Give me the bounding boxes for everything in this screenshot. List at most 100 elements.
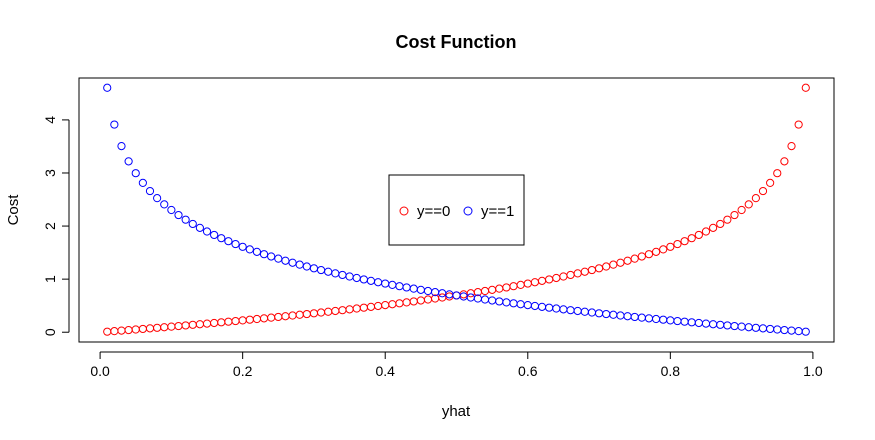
data-point [345, 272, 354, 281]
legend-marker-y1 [463, 206, 473, 216]
data-point [623, 312, 632, 321]
data-point [466, 293, 475, 302]
data-point [195, 223, 204, 232]
data-point [666, 242, 675, 251]
data-point [181, 321, 190, 330]
data-point [295, 310, 304, 319]
y-axis-label: Cost [5, 194, 22, 226]
x-tick-label: 0.2 [233, 363, 253, 379]
data-point [388, 300, 397, 309]
data-point [573, 269, 582, 278]
data-point [773, 169, 782, 178]
data-point [480, 286, 490, 296]
data-point [217, 318, 226, 327]
data-point [687, 318, 696, 327]
data-point [138, 178, 147, 187]
data-point [373, 278, 383, 287]
y-tick-label: 1 [42, 275, 58, 283]
data-point [630, 254, 639, 263]
data-point [552, 304, 561, 313]
data-point [138, 324, 147, 334]
data-point [124, 325, 133, 335]
data-point [466, 289, 475, 298]
data-point [160, 200, 169, 209]
data-point [780, 157, 789, 166]
data-point [259, 250, 269, 259]
data-point [758, 324, 768, 333]
data-point [395, 299, 404, 308]
series-y0 [103, 83, 810, 336]
data-point [545, 275, 554, 284]
data-point [288, 311, 297, 320]
y-tick-label: 4 [42, 116, 58, 124]
data-point [480, 295, 490, 304]
legend: y==0 y==1 [388, 174, 525, 246]
data-point [744, 200, 753, 209]
data-point [566, 306, 575, 315]
data-point [174, 321, 183, 331]
data-point [245, 245, 254, 254]
data-point [331, 269, 340, 278]
y-tick-label: 0 [42, 328, 58, 336]
data-point [659, 315, 668, 324]
data-point [274, 254, 283, 263]
data-point [117, 141, 126, 151]
data-point [602, 309, 611, 319]
data-point [423, 286, 433, 296]
data-point [316, 265, 326, 275]
data-point [302, 262, 311, 271]
data-point [202, 319, 212, 328]
data-point [559, 305, 568, 314]
data-point [124, 157, 133, 166]
data-point [167, 322, 176, 331]
data-point [723, 321, 732, 330]
data-point [644, 314, 654, 323]
data-point [758, 186, 768, 196]
data-point [331, 306, 340, 316]
data-point [709, 320, 718, 329]
data-point [509, 282, 518, 291]
data-point [373, 301, 383, 311]
data-point [659, 245, 668, 254]
data-point [630, 312, 639, 322]
data-point [716, 219, 725, 229]
data-point [324, 267, 333, 276]
legend-label-y0: y==0 [417, 203, 450, 220]
data-point [537, 302, 547, 311]
data-point [587, 308, 597, 317]
data-point [680, 317, 689, 326]
data-point [302, 309, 311, 319]
data-point [730, 321, 739, 331]
data-point [673, 239, 682, 249]
data-point [366, 276, 376, 285]
data-point [623, 256, 632, 265]
chart-title: Cost Function [396, 32, 517, 52]
data-point [594, 264, 604, 273]
data-point [673, 316, 682, 326]
data-point [153, 323, 162, 332]
data-point [488, 285, 497, 294]
legend-marker-y0 [399, 206, 409, 216]
data-point [794, 327, 803, 336]
data-point [402, 298, 411, 307]
plot-frame [78, 77, 835, 343]
data-point [188, 320, 197, 329]
data-point [103, 327, 112, 336]
data-point [366, 302, 376, 311]
data-point [438, 289, 447, 298]
data-point [801, 83, 810, 92]
data-point [580, 267, 589, 276]
data-point [267, 313, 276, 322]
data-point [694, 318, 703, 328]
data-point [131, 169, 140, 178]
data-point [694, 230, 703, 240]
data-point [602, 262, 611, 271]
data-point [773, 325, 782, 334]
data-point [281, 312, 290, 321]
data-point [324, 307, 333, 316]
data-point [502, 283, 511, 292]
data-point [423, 295, 433, 304]
data-point [730, 210, 739, 220]
data-point [523, 279, 532, 288]
